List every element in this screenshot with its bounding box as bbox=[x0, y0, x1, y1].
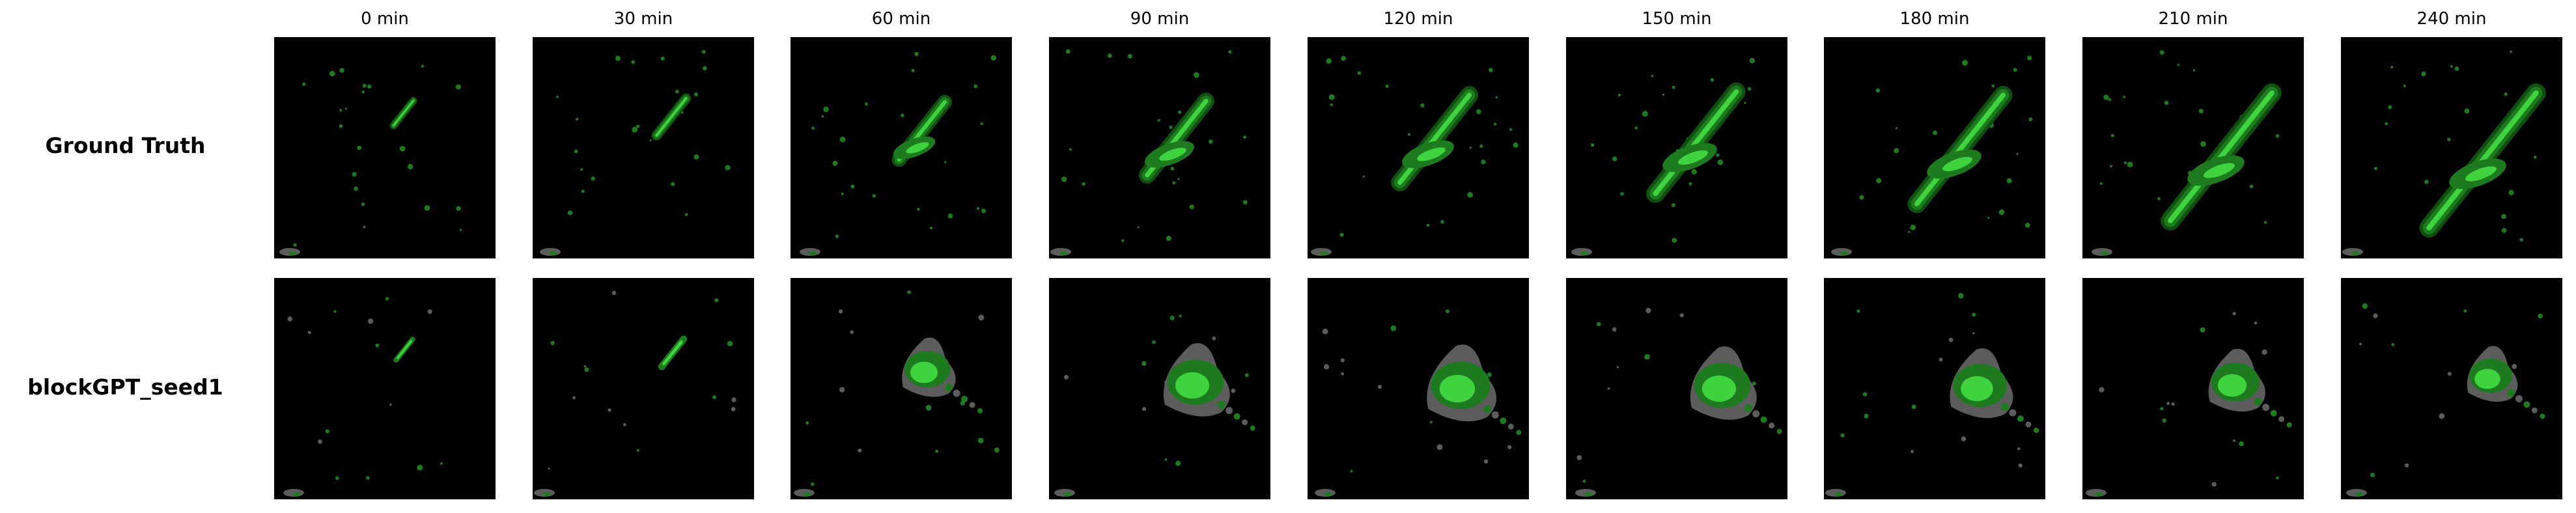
radar-frame-ground-truth-3 bbox=[1049, 37, 1270, 258]
scattered-echoes bbox=[534, 290, 736, 497]
storm-cell bbox=[891, 94, 953, 167]
storm-cell bbox=[2419, 83, 2546, 238]
scattered-echoes bbox=[283, 297, 443, 497]
radar-frame-prediction-5 bbox=[1566, 278, 1787, 499]
radar-image bbox=[2082, 278, 2304, 499]
storm-cell bbox=[1163, 343, 1255, 431]
radar-image bbox=[2082, 37, 2304, 258]
column-label-90-min: 90 min bbox=[1130, 9, 1190, 29]
radar-frame-prediction-2 bbox=[791, 278, 1012, 499]
radar-image bbox=[1824, 37, 2045, 258]
radar-frame-prediction-4 bbox=[1308, 278, 1529, 499]
radar-image bbox=[533, 37, 754, 258]
radar-frame-ground-truth-0 bbox=[274, 37, 496, 258]
radar-frame-prediction-3 bbox=[1049, 278, 1270, 499]
storm-cell bbox=[1907, 85, 2013, 214]
radar-image bbox=[1049, 278, 1270, 499]
radar-frame-prediction-6 bbox=[1824, 278, 2045, 499]
radar-image bbox=[533, 278, 754, 499]
radar-image bbox=[791, 278, 1012, 499]
radar-frame-prediction-8 bbox=[2341, 278, 2562, 499]
row-label-ground-truth: Ground Truth bbox=[45, 133, 206, 158]
radar-frame-ground-truth-6 bbox=[1824, 37, 2045, 258]
scattered-echoes bbox=[794, 290, 1000, 497]
radar-image bbox=[1049, 37, 1270, 258]
radar-frame-ground-truth-7 bbox=[2082, 37, 2304, 258]
radar-frame-ground-truth-4 bbox=[1308, 37, 1529, 258]
radar-image bbox=[1308, 37, 1529, 258]
radar-image bbox=[791, 37, 1012, 258]
radar-image bbox=[2341, 37, 2562, 258]
storm-cell bbox=[2208, 348, 2292, 428]
storm-cell bbox=[389, 96, 417, 130]
radar-image bbox=[274, 37, 496, 258]
storm-cell bbox=[393, 337, 415, 363]
radar-image bbox=[2341, 278, 2562, 499]
radar-image bbox=[1308, 278, 1529, 499]
radar-image bbox=[1566, 37, 1787, 258]
radar-frame-prediction-0 bbox=[274, 278, 496, 499]
radar-frame-ground-truth-2 bbox=[791, 37, 1012, 258]
radar-frame-prediction-7 bbox=[2082, 278, 2304, 499]
storm-cell bbox=[1690, 346, 1782, 434]
storm-cell bbox=[2161, 83, 2282, 230]
scattered-echoes bbox=[800, 51, 996, 256]
storm-cell bbox=[1950, 348, 2039, 433]
column-label-210-min: 210 min bbox=[2158, 9, 2228, 29]
column-label-150-min: 150 min bbox=[1642, 9, 1712, 29]
scattered-echoes bbox=[1825, 293, 2023, 497]
radar-frame-ground-truth-1 bbox=[533, 37, 754, 258]
column-label-30-min: 30 min bbox=[613, 9, 673, 29]
column-label-0-min: 0 min bbox=[361, 9, 409, 29]
scattered-echoes bbox=[1311, 55, 1519, 256]
scattered-echoes bbox=[540, 49, 731, 256]
storm-cell bbox=[658, 335, 688, 370]
column-label-240-min: 240 min bbox=[2416, 9, 2487, 29]
radar-image bbox=[1824, 278, 2045, 499]
column-label-120-min: 120 min bbox=[1383, 9, 1453, 29]
scattered-echoes bbox=[279, 64, 462, 256]
radar-image bbox=[1566, 278, 1787, 499]
storm-cell bbox=[651, 93, 692, 141]
radar-frame-ground-truth-5 bbox=[1566, 37, 1787, 258]
scattered-echoes bbox=[1315, 309, 1512, 497]
row-label-blockgpt-seed1: blockGPT_seed1 bbox=[27, 374, 223, 400]
radar-frame-ground-truth-8 bbox=[2341, 37, 2562, 258]
storm-cell bbox=[2467, 346, 2545, 419]
column-label-60-min: 60 min bbox=[871, 9, 931, 29]
column-label-180-min: 180 min bbox=[1899, 9, 1970, 29]
radar-image bbox=[274, 278, 496, 499]
storm-cell bbox=[1427, 344, 1522, 436]
scattered-echoes bbox=[2086, 312, 2279, 497]
storm-cell bbox=[1138, 92, 1215, 184]
radar-frame-prediction-1 bbox=[533, 278, 754, 499]
storm-cell bbox=[902, 337, 983, 414]
storm-cell bbox=[1391, 86, 1479, 191]
storm-cell bbox=[1646, 82, 1746, 203]
